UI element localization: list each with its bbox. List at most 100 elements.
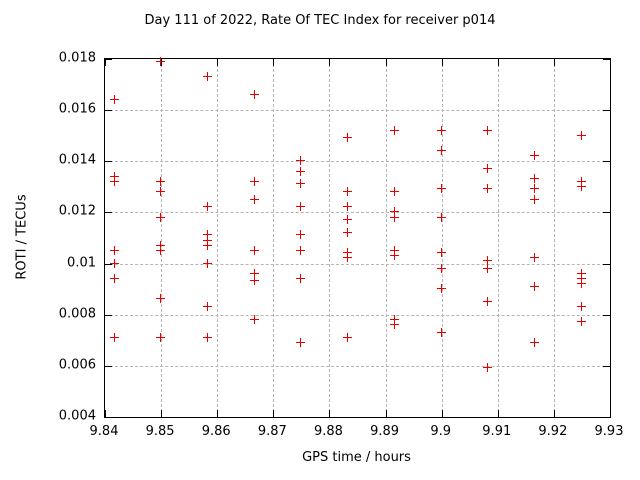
x-tick-label: 9.84 <box>89 424 119 439</box>
data-point <box>296 202 306 212</box>
data-point <box>342 133 352 143</box>
data-point <box>436 146 446 156</box>
x-tick-label: 9.93 <box>594 424 624 439</box>
data-point <box>249 89 259 99</box>
data-point <box>576 279 586 289</box>
data-point <box>483 125 493 135</box>
x-tick-label: 9.88 <box>313 424 343 439</box>
data-point <box>483 363 493 373</box>
x-tick-label: 9.89 <box>370 424 400 439</box>
x-tick-bottom <box>553 410 555 417</box>
data-point <box>342 215 352 225</box>
data-point <box>390 319 400 329</box>
data-point <box>436 125 446 135</box>
data-point <box>156 186 166 196</box>
data-point <box>202 240 212 250</box>
y-tick-label: 0.01 <box>67 255 96 271</box>
y-tick-right <box>603 314 610 316</box>
data-point <box>530 337 540 347</box>
data-point <box>156 212 166 222</box>
plot-area <box>104 56 611 418</box>
y-tick-left <box>105 417 112 418</box>
y-tick-left <box>105 161 112 163</box>
y-tick-right <box>603 365 610 367</box>
x-tick-bottom <box>385 410 387 417</box>
x-tick-bottom <box>497 410 499 417</box>
y-tick-right <box>603 110 610 112</box>
data-point <box>576 317 586 327</box>
data-point <box>342 186 352 196</box>
data-point <box>530 253 540 263</box>
y-tick-right <box>603 263 610 265</box>
x-grid-line <box>217 59 219 417</box>
x-tick-top <box>217 59 219 66</box>
data-point <box>296 245 306 255</box>
x-tick-top <box>610 59 611 66</box>
data-point <box>296 166 306 176</box>
data-point <box>483 256 493 265</box>
data-point <box>576 130 586 140</box>
data-point <box>436 248 446 258</box>
x-tick-top <box>497 59 499 66</box>
data-point <box>576 302 586 312</box>
y-tick-label: 0.008 <box>58 306 96 322</box>
x-tick-label: 9.91 <box>482 424 512 439</box>
x-tick-top <box>553 59 555 66</box>
y-tick-label: 0.014 <box>58 152 96 168</box>
data-point <box>530 184 540 194</box>
chart-title: Day 111 of 2022, Rate Of TEC Index for r… <box>144 13 496 28</box>
data-point <box>156 332 166 342</box>
x-tick-label: 9.85 <box>145 424 175 439</box>
data-point <box>249 194 259 204</box>
data-point <box>249 176 259 186</box>
y-tick-left <box>105 365 112 367</box>
data-point <box>436 184 446 194</box>
y-tick-right <box>603 59 610 60</box>
data-point <box>109 245 119 255</box>
x-grid-line <box>161 59 163 417</box>
data-point <box>156 294 166 304</box>
y-tick-left <box>105 263 112 265</box>
data-point <box>483 296 493 306</box>
data-point <box>530 151 540 161</box>
x-grid-line <box>273 59 275 417</box>
data-point <box>390 212 400 222</box>
y-tick-left <box>105 314 112 316</box>
data-point <box>202 302 212 312</box>
y-tick-label: 0.012 <box>58 203 96 219</box>
x-tick-top <box>105 59 106 66</box>
x-tick-label: 9.92 <box>538 424 568 439</box>
data-point <box>483 163 493 173</box>
data-point <box>109 94 119 104</box>
x-tick-top <box>441 59 443 66</box>
data-point <box>109 273 119 283</box>
data-point <box>249 245 259 255</box>
data-point <box>296 337 306 347</box>
data-point <box>202 332 212 342</box>
data-point <box>202 230 212 240</box>
data-point <box>390 245 400 255</box>
data-point <box>156 245 166 255</box>
x-tick-bottom <box>161 410 163 417</box>
y-grid-line <box>105 110 610 112</box>
x-tick-top <box>161 59 163 66</box>
data-point <box>202 202 212 212</box>
x-tick-label: 9.86 <box>201 424 231 439</box>
data-point <box>390 186 400 196</box>
y-tick-left <box>105 110 112 112</box>
data-point <box>530 174 540 184</box>
y-grid-line <box>105 314 610 316</box>
y-grid-line <box>105 161 610 163</box>
data-point <box>342 227 352 237</box>
data-point <box>202 258 212 268</box>
data-point <box>342 253 352 263</box>
y-axis-title: ROTI / TECUs <box>14 194 30 280</box>
y-tick-label: 0.006 <box>58 357 96 373</box>
y-grid-line <box>105 263 610 265</box>
x-grid-line <box>497 59 499 417</box>
data-point <box>202 71 212 81</box>
data-point <box>342 332 352 342</box>
data-point <box>342 248 352 258</box>
data-point <box>296 156 306 166</box>
y-tick-label: 0.018 <box>58 50 96 66</box>
